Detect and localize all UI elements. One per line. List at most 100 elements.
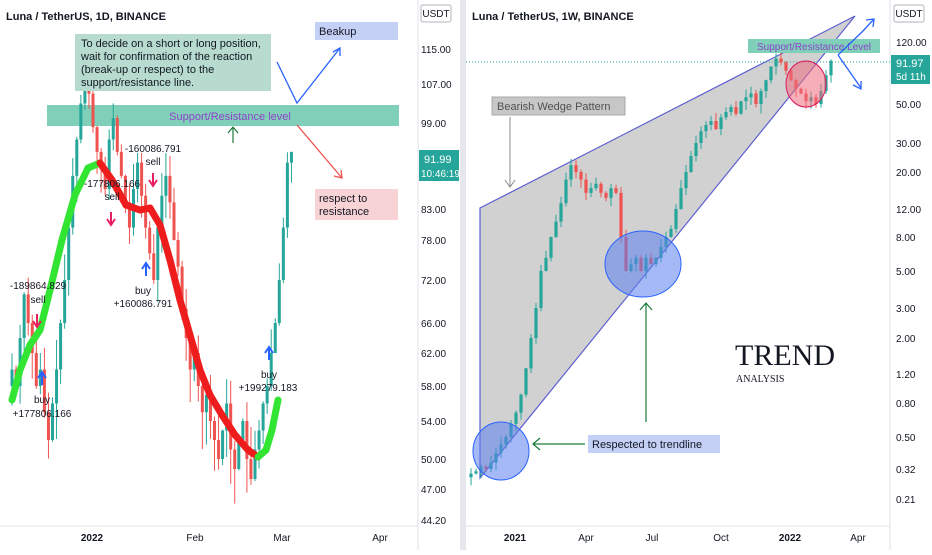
breakup-box (315, 22, 398, 40)
left-y-tick: 72.00 (421, 276, 446, 287)
left-candle-body (67, 227, 71, 280)
left-price-badge (419, 150, 459, 181)
right-candle-body (579, 172, 583, 180)
right-candle-body (774, 58, 778, 67)
left-candle-body (188, 338, 192, 370)
left-x-tick: Mar (273, 533, 291, 544)
signal-sell-2: -177806.166 sell (84, 179, 141, 227)
trend-subtitle: ANALYSIS (736, 374, 784, 385)
right-y-tick: 12.00 (896, 205, 921, 216)
right-x-tick: Apr (578, 533, 594, 544)
left-candle-body (160, 195, 164, 228)
breakup-arrow (276, 47, 341, 105)
left-candle-body (140, 162, 144, 196)
note-box (75, 34, 271, 91)
breakup-arrowhead (332, 46, 341, 56)
left-candle-body (257, 430, 261, 450)
left-candle-body (103, 169, 107, 190)
left-candle-body (46, 412, 50, 440)
right-y-tick: 8.00 (896, 233, 916, 244)
left-candle-body (217, 440, 221, 459)
left-candle-body (152, 253, 156, 280)
right-candle-body (764, 80, 768, 92)
left-candle-body (42, 369, 46, 413)
right-candle-body (524, 368, 528, 395)
right-candle-body (699, 131, 703, 143)
right-y-tick: 0.80 (896, 399, 916, 410)
left-sr-band (47, 105, 399, 126)
right-candle-body (554, 221, 558, 237)
left-time-axis[interactable]: 2022 Feb Mar Apr (81, 533, 389, 544)
breakout-arrow (837, 18, 875, 56)
left-y-tick: 83.00 (421, 205, 446, 216)
left-candle-body (63, 280, 67, 323)
left-candle-body (176, 240, 180, 267)
right-x-tick: 2022 (779, 533, 802, 544)
left-candle-body (34, 353, 38, 386)
left-price-axis[interactable]: 115.00107.0099.0091.0083.0078.0072.0066.… (421, 45, 452, 527)
left-candle-body (245, 421, 249, 459)
right-candle-body (684, 172, 688, 189)
wedge-pointer-head (504, 179, 516, 188)
left-candle-body (148, 227, 152, 254)
left-candle-body (241, 421, 245, 440)
resistance-touch-circle (785, 60, 827, 108)
right-candle-body (544, 257, 548, 271)
right-candle-body (564, 179, 568, 204)
right-time-axis[interactable]: 2021 Apr Jul Oct 2022 Apr (504, 533, 867, 544)
sell-arrow-icon (32, 314, 42, 329)
left-trend-segment (46, 236, 66, 294)
rejection-arrow (837, 54, 862, 89)
right-candle-body (829, 60, 833, 76)
left-candle-body (38, 369, 42, 386)
right-price-axis[interactable]: 120.00 50.00 30.00 20.00 12.00 8.00 5.00 3.00 2.… (896, 38, 927, 506)
left-candle-body (91, 93, 95, 128)
left-candle-body (261, 403, 265, 431)
right-candle-body (784, 62, 788, 71)
right-candle-body (569, 165, 573, 180)
left-trend-segment (36, 286, 54, 334)
right-y-tick: 1.20 (896, 370, 916, 381)
left-candle-body (180, 266, 184, 309)
right-candle-body (589, 188, 593, 193)
sell-arrow-icon (106, 212, 116, 227)
right-candle-body (724, 112, 728, 118)
signal-1-amount: -189864.829 (10, 281, 67, 292)
wedge-label: Bearish Wedge Pattern (497, 101, 611, 113)
left-candle-body (253, 449, 257, 479)
left-trend-segment (71, 164, 92, 199)
left-currency-badge[interactable] (420, 4, 452, 23)
signal-6-amount: +199279.183 (239, 383, 298, 394)
left-trend-segment (186, 331, 204, 374)
right-currency-badge[interactable] (893, 4, 925, 23)
left-candle-body (237, 440, 241, 469)
left-candle-body (277, 280, 281, 323)
right-price-badge (891, 55, 930, 84)
signal-buy-1: buy +177806.166 (13, 370, 72, 420)
left-candle-body (213, 421, 216, 440)
right-candle-body (574, 165, 578, 172)
left-candle-body (136, 162, 140, 190)
left-candle-body (79, 103, 83, 140)
right-x-tick: Apr (850, 533, 866, 544)
pane-separator[interactable] (460, 0, 466, 550)
right-candle-body (674, 209, 678, 229)
right-candle-body (759, 91, 763, 104)
right-candle-body (729, 107, 733, 113)
left-candle-body (233, 449, 237, 469)
right-y-tick: 20.00 (896, 168, 921, 179)
buy-arrow-icon (264, 345, 274, 360)
right-y-tick: 0.21 (896, 495, 916, 506)
left-candle-body (127, 202, 131, 228)
sr-up-arrowhead (227, 126, 239, 134)
respect-label-line-2: resistance (319, 206, 369, 218)
right-candle-body (584, 179, 588, 193)
signal-5-amount: +160086.791 (114, 299, 173, 310)
left-candle-body (265, 386, 269, 404)
signal-buy-3: buy +199279.183 (239, 345, 298, 394)
left-candle-body (59, 323, 63, 370)
breakout-arrowhead (865, 18, 875, 28)
right-candle-body (534, 308, 538, 338)
left-countdown: 10:46:19 (421, 169, 460, 180)
right-candle-body (719, 117, 723, 130)
